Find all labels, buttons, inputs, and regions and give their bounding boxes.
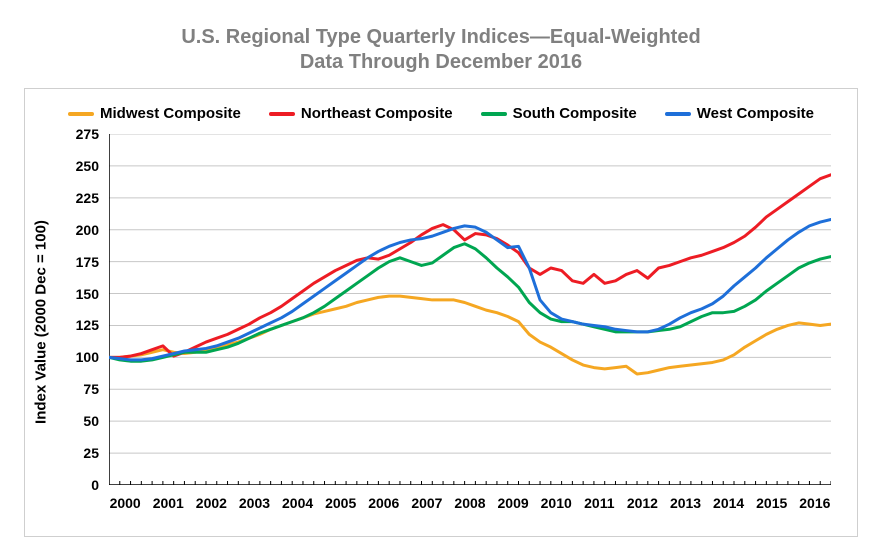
x-tick-label: 2012 bbox=[627, 495, 658, 511]
x-tick-label: 2009 bbox=[498, 495, 529, 511]
chart-frame: Midwest Composite Northeast Composite Sout… bbox=[24, 88, 858, 537]
legend-label: Northeast Composite bbox=[301, 105, 453, 122]
x-tick-label: 2008 bbox=[454, 495, 485, 511]
plot-area: Index Value (2000 Dec = 100) 02550751001… bbox=[47, 130, 835, 513]
x-tick-label: 2011 bbox=[584, 495, 614, 511]
y-tick-label: 150 bbox=[76, 286, 99, 302]
legend-label: West Composite bbox=[697, 105, 814, 122]
x-tick-label: 2001 bbox=[153, 495, 184, 511]
x-tick-label: 2007 bbox=[411, 495, 442, 511]
legend-swatch bbox=[269, 112, 295, 116]
legend: Midwest Composite Northeast Composite Sout… bbox=[47, 105, 835, 122]
x-tick-label: 2003 bbox=[239, 495, 270, 511]
x-tick-label: 2016 bbox=[799, 495, 830, 511]
x-axis-ticks: 2000 2001 2002 2003 2004 2005 2006 2007 2008 2009… bbox=[109, 489, 831, 513]
x-tick-label: 2013 bbox=[670, 495, 701, 511]
x-tick-label: 2006 bbox=[368, 495, 399, 511]
x-tick-label: 2005 bbox=[325, 495, 356, 511]
y-tick-label: 250 bbox=[76, 158, 99, 174]
y-axis-ticks: 0255075100125150175200225250275 bbox=[47, 134, 105, 485]
y-tick-label: 100 bbox=[76, 349, 99, 365]
y-tick-label: 175 bbox=[76, 254, 99, 270]
y-tick-label: 225 bbox=[76, 190, 99, 206]
y-tick-label: 25 bbox=[83, 445, 99, 461]
plot bbox=[109, 134, 831, 485]
series-line bbox=[109, 175, 831, 358]
x-tick-label: 2010 bbox=[541, 495, 572, 511]
y-tick-label: 200 bbox=[76, 222, 99, 238]
x-tick-label: 2015 bbox=[756, 495, 787, 511]
legend-swatch bbox=[68, 112, 94, 116]
legend-item: South Composite bbox=[481, 105, 637, 122]
x-tick-label: 2000 bbox=[110, 495, 141, 511]
title-line-1: U.S. Regional Type Quarterly Indices—Equ… bbox=[0, 25, 882, 50]
series-line bbox=[109, 296, 831, 374]
title-line-2: Data Through December 2016 bbox=[0, 50, 882, 75]
y-tick-label: 125 bbox=[76, 317, 99, 333]
legend-swatch bbox=[665, 112, 691, 116]
legend-swatch bbox=[481, 112, 507, 116]
y-tick-label: 50 bbox=[83, 413, 99, 429]
legend-item: Northeast Composite bbox=[269, 105, 453, 122]
legend-item: Midwest Composite bbox=[68, 105, 241, 122]
legend-label: Midwest Composite bbox=[100, 105, 241, 122]
legend-item: West Composite bbox=[665, 105, 814, 122]
y-tick-label: 275 bbox=[76, 126, 99, 142]
chart-title: U.S. Regional Type Quarterly Indices—Equ… bbox=[0, 25, 882, 75]
x-tick-label: 2004 bbox=[282, 495, 313, 511]
x-tick-label: 2002 bbox=[196, 495, 227, 511]
y-tick-label: 0 bbox=[91, 477, 99, 493]
figure-root: U.S. Regional Type Quarterly Indices—Equ… bbox=[0, 0, 882, 559]
y-tick-label: 75 bbox=[83, 381, 99, 397]
legend-label: South Composite bbox=[513, 105, 637, 122]
chart-svg bbox=[109, 134, 831, 485]
x-tick-label: 2014 bbox=[713, 495, 744, 511]
